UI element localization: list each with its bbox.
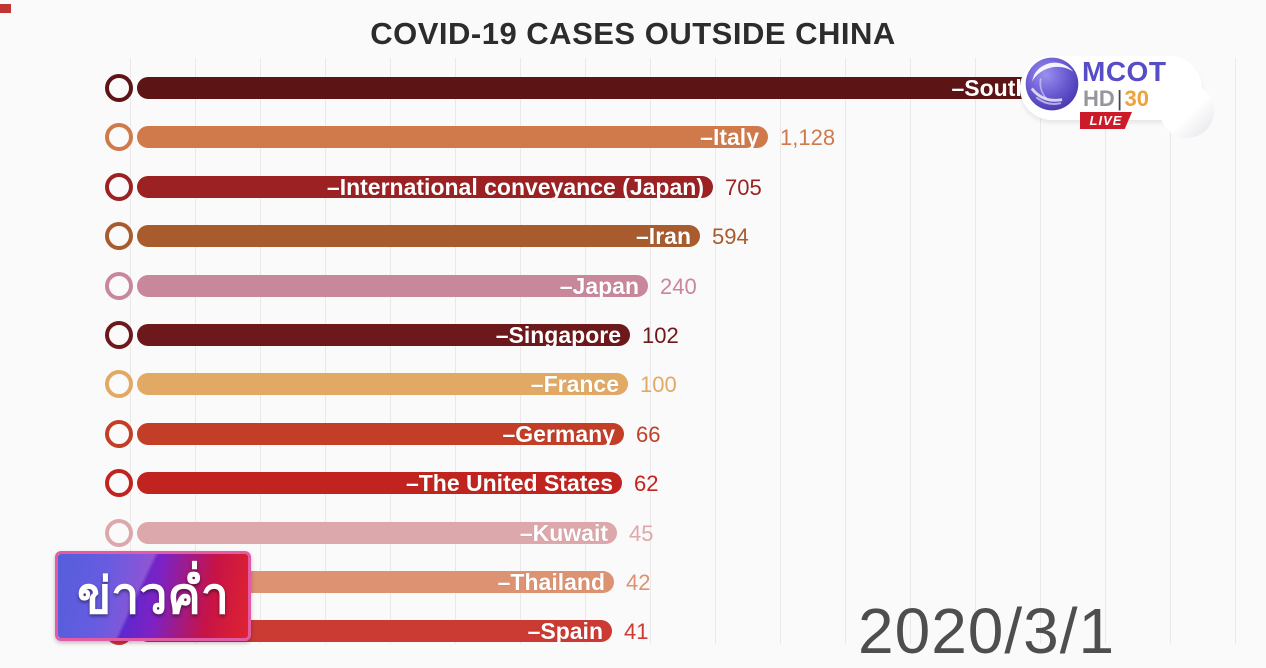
bar-label: –International conveyance (Japan) (326, 174, 704, 200)
bar-germany: –Germany (137, 421, 624, 447)
bar-value: 1,128 (780, 125, 836, 150)
bar-row-international-conveyance-japan: –International conveyance (Japan) 705 (0, 173, 1266, 201)
bar-label: –Spain (527, 618, 603, 644)
bar-row-kuwait: –Kuwait 45 (0, 519, 1266, 547)
gridline (1235, 58, 1236, 644)
gridline (260, 58, 261, 644)
logo-channel-number: 30 (1124, 86, 1149, 111)
thai-news-program-title: ข่าวค่ำ (77, 566, 229, 625)
gridline (910, 58, 911, 644)
bar-label: –Kuwait (519, 520, 608, 546)
gridline (650, 58, 651, 644)
bar-kuwait: –Kuwait (137, 520, 617, 546)
bar-start-ring (105, 222, 133, 250)
bar-international-conveyance-japan: –International conveyance (Japan) (137, 174, 713, 200)
bar-spain: –Spain (137, 618, 612, 644)
bar-value: 45 (629, 521, 654, 546)
bar-singapore: –Singapore (137, 322, 630, 348)
bar-value: 62 (634, 471, 659, 496)
bar-value: 594 (712, 224, 749, 249)
bar-start-ring (105, 272, 133, 300)
logo-separator: | (1116, 86, 1123, 111)
gridline (845, 58, 846, 644)
bar-label: –Germany (502, 421, 615, 447)
gridline (780, 58, 781, 644)
bar-start-ring (105, 370, 133, 398)
bar-value: 705 (725, 175, 762, 200)
bar-label: –Italy (700, 124, 759, 150)
bar-start-ring (105, 519, 133, 547)
bar-italy: –Italy (137, 124, 768, 150)
logo-swoosh-shape (1160, 84, 1214, 138)
bar-label: –Iran (636, 223, 691, 249)
bar-row-japan: –Japan 240 (0, 272, 1266, 300)
gridline (975, 58, 976, 644)
gridline (390, 58, 391, 644)
broadcast-artifact-mark (0, 4, 11, 13)
bar-start-ring (105, 74, 133, 102)
thai-news-program-badge: ข่าวค่ำ (55, 551, 251, 641)
bar-iran: –Iran (137, 223, 700, 249)
gridline (455, 58, 456, 644)
bar-row-france: –France 100 (0, 370, 1266, 398)
bar-value: 240 (660, 274, 697, 299)
bar-row-germany: –Germany 66 (0, 420, 1266, 448)
mcot-globe-icon (1025, 57, 1079, 111)
gridline (585, 58, 586, 644)
bar-label: –Singapore (495, 322, 621, 348)
bar-row-singapore: –Singapore 102 (0, 321, 1266, 349)
logo-hd-text: HD (1083, 86, 1115, 111)
gridline (325, 58, 326, 644)
bar-value: 102 (642, 323, 679, 348)
bar-row-the-united-states: –The United States 62 (0, 469, 1266, 497)
bar-row-thailand: –Thailand 42 (0, 568, 1266, 596)
bar-start-ring (105, 173, 133, 201)
bar-the-united-states: –The United States (137, 470, 622, 496)
bar-row-italy: –Italy 1,128 (0, 123, 1266, 151)
gridline (715, 58, 716, 644)
bar-start-ring (105, 321, 133, 349)
live-badge: LIVE (1080, 112, 1132, 129)
bar-label: –France (530, 371, 619, 397)
bar-label: –Thailand (497, 569, 605, 595)
bar-france: –France (137, 371, 628, 397)
bar-thailand: –Thailand (137, 569, 614, 595)
gridline (520, 58, 521, 644)
bar-south-korea: –South Korea (137, 77, 1110, 100)
gridline (195, 58, 196, 644)
gridline (1170, 58, 1171, 644)
bar-value: 66 (636, 422, 661, 447)
gridline (130, 58, 131, 644)
bar-start-ring (105, 123, 133, 151)
logo-brand-text: MCOT (1082, 56, 1167, 87)
gridline (1040, 58, 1041, 644)
bar-value: 41 (624, 619, 649, 644)
bar-start-ring (105, 469, 133, 497)
gridline (1105, 58, 1106, 644)
bar-japan: –Japan (137, 273, 648, 299)
logo-sub-row: HD|30 (1083, 86, 1149, 112)
bar-row-iran: –Iran 594 (0, 222, 1266, 250)
bar-start-ring (105, 420, 133, 448)
bar-value: 100 (640, 372, 677, 397)
bar-label: –The United States (405, 470, 613, 496)
chart-title: COVID-19 CASES OUTSIDE CHINA (370, 16, 896, 51)
mcot-channel-logo: MCOT HD|30 LIVE (1012, 48, 1214, 143)
bar-label: –Japan (559, 273, 639, 299)
bar-value: 42 (626, 570, 651, 595)
